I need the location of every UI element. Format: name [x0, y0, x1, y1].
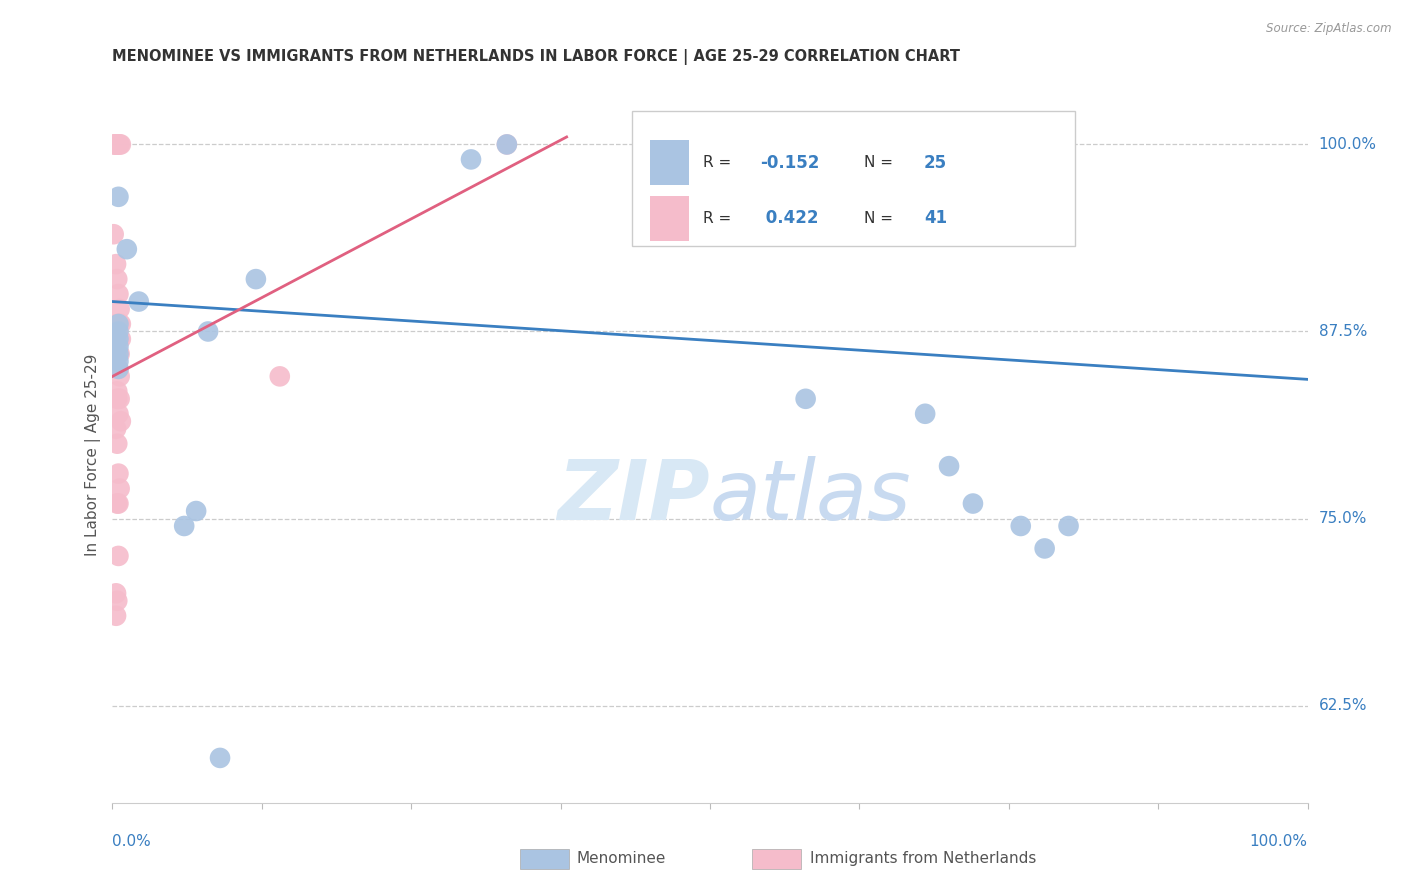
Text: 100.0%: 100.0%: [1250, 834, 1308, 849]
Point: [110, 414, 132, 428]
Point: [105, 392, 128, 406]
Point: [107, 347, 129, 361]
FancyBboxPatch shape: [633, 111, 1074, 246]
Text: R =: R =: [703, 211, 735, 226]
Point: [103, 227, 125, 242]
Point: [107, 287, 129, 301]
Point: [105, 272, 128, 286]
Point: [197, 325, 219, 339]
Point: [1010, 519, 1032, 533]
Text: 62.5%: 62.5%: [1319, 698, 1367, 713]
Point: [245, 272, 267, 286]
Text: N =: N =: [865, 155, 898, 170]
Point: [107, 407, 129, 421]
Point: [186, 504, 208, 518]
Point: [107, 362, 129, 376]
Point: [496, 137, 519, 152]
Point: [108, 482, 131, 496]
Point: [1057, 519, 1080, 533]
Point: [128, 294, 150, 309]
Point: [962, 497, 984, 511]
Point: [105, 608, 128, 623]
Point: [914, 407, 936, 421]
Point: [460, 153, 482, 167]
Point: [107, 325, 129, 339]
Point: [115, 242, 138, 256]
Text: 25: 25: [924, 153, 948, 171]
Point: [269, 369, 291, 384]
Point: [105, 325, 128, 339]
Point: [105, 497, 128, 511]
Text: 75.0%: 75.0%: [1319, 511, 1367, 526]
Point: [105, 594, 128, 608]
Point: [903, 175, 925, 189]
Text: 0.0%: 0.0%: [112, 834, 152, 849]
Point: [107, 317, 129, 331]
Point: [108, 301, 131, 316]
Point: [105, 586, 128, 600]
Point: [107, 339, 129, 353]
Point: [104, 137, 127, 152]
Point: [105, 317, 128, 331]
Point: [105, 257, 128, 271]
Point: [108, 347, 131, 361]
Point: [1033, 541, 1056, 556]
Point: [110, 137, 132, 152]
Point: [110, 332, 132, 346]
Text: Source: ZipAtlas.com: Source: ZipAtlas.com: [1267, 22, 1392, 36]
Point: [496, 137, 519, 152]
Point: [107, 354, 129, 368]
Y-axis label: In Labor Force | Age 25-29: In Labor Force | Age 25-29: [86, 354, 101, 556]
Point: [107, 362, 129, 376]
Point: [105, 137, 128, 152]
Point: [173, 519, 195, 533]
Text: 87.5%: 87.5%: [1319, 324, 1367, 339]
Bar: [650, 195, 689, 241]
Point: [105, 384, 128, 399]
Text: 41: 41: [924, 210, 948, 227]
Point: [938, 459, 960, 474]
Point: [208, 751, 231, 765]
Text: -0.152: -0.152: [761, 153, 820, 171]
Text: ZIP: ZIP: [557, 456, 710, 537]
Point: [105, 436, 128, 450]
Point: [107, 332, 129, 346]
Point: [110, 317, 132, 331]
Point: [107, 347, 129, 361]
Point: [107, 137, 129, 152]
Point: [107, 467, 129, 481]
Text: N =: N =: [865, 211, 898, 226]
Text: R =: R =: [703, 155, 735, 170]
Point: [108, 392, 131, 406]
Point: [105, 137, 128, 152]
Bar: [650, 140, 689, 186]
Text: MENOMINEE VS IMMIGRANTS FROM NETHERLANDS IN LABOR FORCE | AGE 25-29 CORRELATION : MENOMINEE VS IMMIGRANTS FROM NETHERLANDS…: [112, 49, 960, 65]
Point: [794, 392, 817, 406]
Point: [107, 549, 129, 563]
Text: 100.0%: 100.0%: [1319, 137, 1376, 152]
Text: atlas: atlas: [710, 456, 911, 537]
Point: [103, 137, 125, 152]
Point: [108, 332, 131, 346]
Point: [107, 497, 129, 511]
Point: [108, 317, 131, 331]
Point: [107, 332, 129, 346]
Point: [107, 190, 129, 204]
Point: [105, 422, 128, 436]
Text: Immigrants from Netherlands: Immigrants from Netherlands: [810, 852, 1036, 866]
Point: [108, 369, 131, 384]
Point: [108, 137, 131, 152]
Point: [107, 317, 129, 331]
Text: Menominee: Menominee: [576, 852, 666, 866]
Text: 0.422: 0.422: [761, 210, 818, 227]
